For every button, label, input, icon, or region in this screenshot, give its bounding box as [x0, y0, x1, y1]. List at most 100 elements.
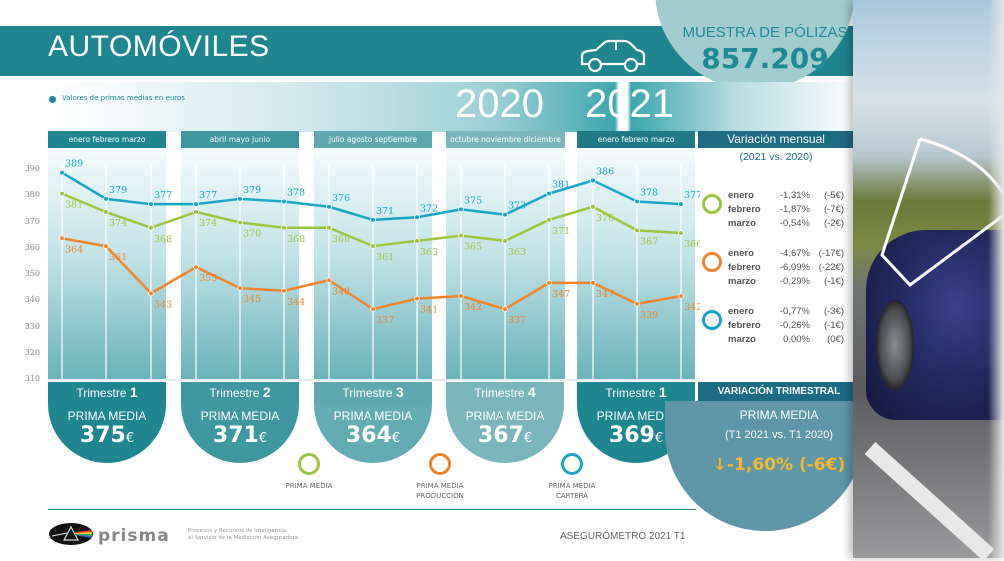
- legend-label: PRIMA MEDIA CARTERA: [548, 482, 596, 500]
- prima-media-number: 369: [608, 423, 655, 448]
- data-label: 342: [464, 302, 482, 313]
- quarter-prima-media: PRIMA MEDIA 367€: [446, 403, 564, 463]
- data-point: [148, 224, 154, 231]
- quarter-number: 3: [395, 384, 404, 400]
- quarter-number: 2: [262, 384, 271, 400]
- y-tick-label: 350: [24, 269, 40, 278]
- data-label: 343: [154, 299, 172, 310]
- quarter-prefix: Trimestre: [342, 386, 396, 400]
- data-point: [458, 232, 464, 239]
- variacion-row: marzo -0,54% (-2€): [728, 218, 868, 229]
- month-group-q2-2020: abril mayo junio: [181, 131, 299, 148]
- data-point: [237, 196, 243, 202]
- data-point: [237, 219, 243, 226]
- variacion-trimestral-number: -1,60% (-6€): [727, 455, 846, 475]
- data-label: 381: [65, 200, 83, 211]
- page-title: AUTOMÓVILES: [48, 30, 270, 63]
- prima-media-label: PRIMA MEDIA: [596, 409, 676, 423]
- data-point: [281, 287, 287, 294]
- prisma-logo-icon: [49, 523, 93, 545]
- data-label: 368: [332, 234, 350, 245]
- data-label: 377: [684, 190, 700, 201]
- prima-media-number: 375: [79, 423, 126, 448]
- series-ring-icon: [702, 310, 722, 330]
- quarter-number: 1: [658, 384, 667, 400]
- tagline-line-1: Procesos y Recursos de Inteligencia: [188, 528, 287, 534]
- data-point: [678, 230, 684, 236]
- prima-media-label: PRIMA MEDIA: [465, 409, 545, 423]
- prima-media-value: 371€: [181, 423, 299, 448]
- quarter-number: 1: [129, 384, 138, 400]
- muestra-label: MUESTRA DE PÓLIZAS: [682, 24, 848, 41]
- variacion-row: enero -0,77% (-3€): [728, 306, 868, 317]
- variacion-month: febrero: [728, 320, 761, 331]
- prima-media-label: PRIMA MEDIA: [333, 409, 413, 423]
- variacion-pct: -0,77%: [779, 306, 810, 317]
- data-point: [590, 203, 596, 210]
- legend-label: PRIMA MEDIA PRODUCCIÓN: [416, 482, 464, 500]
- month-group-q4-2020: octubre noviembre diciembre: [446, 131, 565, 148]
- chart-caption: Valores de primas medias en euros: [62, 94, 185, 102]
- data-point: [281, 198, 287, 205]
- variacion-group: enero -0,77% (-3€) febrero -0,26% (-1€) marzo 0…: [702, 306, 862, 354]
- data-label: 342: [684, 302, 700, 313]
- variacion-month: febrero: [728, 262, 761, 273]
- euro-unit: €: [391, 431, 401, 446]
- data-label: 353: [199, 273, 217, 284]
- variacion-pct: -0,54%: [779, 218, 810, 229]
- data-label: 379: [109, 185, 127, 196]
- legend-ring-icon: [298, 453, 320, 475]
- variacion-mensual-title: Variación mensual: [698, 131, 854, 148]
- data-label: 339: [640, 310, 658, 321]
- variacion-group: enero -1,31% (-5€) febrero -1,87% (-7€) marzo -…: [702, 190, 862, 238]
- variacion-pct: -1,87%: [779, 204, 810, 215]
- data-point: [370, 243, 376, 249]
- prima-media-number: 371: [212, 423, 259, 448]
- year-2020: 2020: [455, 82, 544, 126]
- variacion-trimestral-value: ↓-1,60% (-6€): [698, 455, 860, 475]
- variacion-row: enero -1,31% (-5€): [728, 190, 868, 201]
- data-label: 337: [508, 315, 526, 326]
- prima-media-number: 367: [477, 423, 524, 448]
- variacion-eur: (-5€): [823, 190, 844, 201]
- prima-media-label: PRIMA MEDIA: [67, 409, 147, 423]
- variacion-pct: 0,00%: [783, 334, 810, 345]
- series-ring-icon: [702, 194, 722, 214]
- variacion-trimestral-title: VARIACIÓN TRIMESTRAL: [698, 382, 860, 401]
- data-point: [590, 177, 596, 184]
- data-point: [103, 196, 109, 202]
- data-label: 361: [376, 252, 394, 263]
- data-point: [326, 277, 332, 284]
- prisma-tagline: Procesos y Recursos de Inteligencia al Se…: [188, 528, 298, 542]
- euro-unit: €: [654, 431, 664, 446]
- data-label: 364: [65, 244, 83, 255]
- prisma-brand: prisma: [98, 526, 170, 546]
- data-label: 363: [508, 247, 526, 258]
- quarter-label: Trimestre 2: [181, 382, 299, 403]
- data-label: 373: [508, 201, 526, 212]
- variacion-month: enero: [728, 190, 754, 201]
- data-label: 366: [684, 239, 700, 250]
- euro-unit: €: [258, 431, 268, 446]
- line-chart: 389 379 377 377 379 378 376 371 372 375 373 381 386 3…: [48, 159, 700, 381]
- variacion-group: enero -4,67% (-17€) febrero -6,09% (-22€) marz…: [702, 248, 862, 296]
- variacion-eur: (-7€): [823, 204, 844, 215]
- y-tick-label: 370: [24, 216, 40, 226]
- data-label: 374: [109, 218, 127, 229]
- data-point: [326, 224, 332, 231]
- data-label: 347: [596, 289, 614, 300]
- data-point: [59, 169, 65, 176]
- data-point: [678, 201, 684, 207]
- legend-dot-icon: [49, 96, 56, 103]
- variacion-month: febrero: [728, 204, 761, 215]
- quarter-label: Trimestre 1: [48, 382, 166, 403]
- variacion-eur: (-1€): [823, 276, 844, 287]
- data-label: 378: [287, 188, 305, 199]
- y-tick-label: 390: [24, 164, 40, 173]
- variacion-row: febrero -1,87% (-7€): [728, 204, 868, 215]
- quarter-prefix: Trimestre: [209, 386, 263, 400]
- data-label: 341: [420, 305, 438, 316]
- data-label: 363: [420, 247, 438, 258]
- data-point: [414, 238, 420, 244]
- year-2021: 2021: [585, 82, 674, 126]
